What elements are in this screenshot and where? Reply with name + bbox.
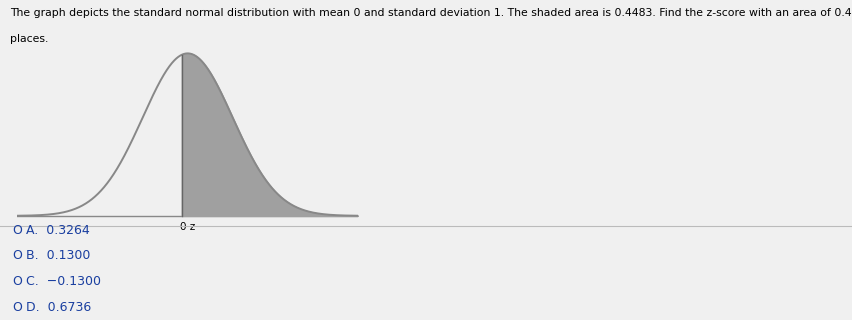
Text: O: O xyxy=(12,300,22,314)
Text: The graph depicts the standard normal distribution with mean 0 and standard devi: The graph depicts the standard normal di… xyxy=(10,8,852,18)
Text: B.  0.1300: B. 0.1300 xyxy=(26,249,89,262)
Text: O: O xyxy=(12,249,22,262)
Text: O: O xyxy=(12,275,22,288)
Text: places.: places. xyxy=(10,34,49,44)
Text: A.  0.3264: A. 0.3264 xyxy=(26,224,89,237)
Text: O: O xyxy=(12,224,22,237)
Text: 0 z: 0 z xyxy=(180,222,195,232)
Text: C.  −0.1300: C. −0.1300 xyxy=(26,275,101,288)
Text: D.  0.6736: D. 0.6736 xyxy=(26,300,90,314)
